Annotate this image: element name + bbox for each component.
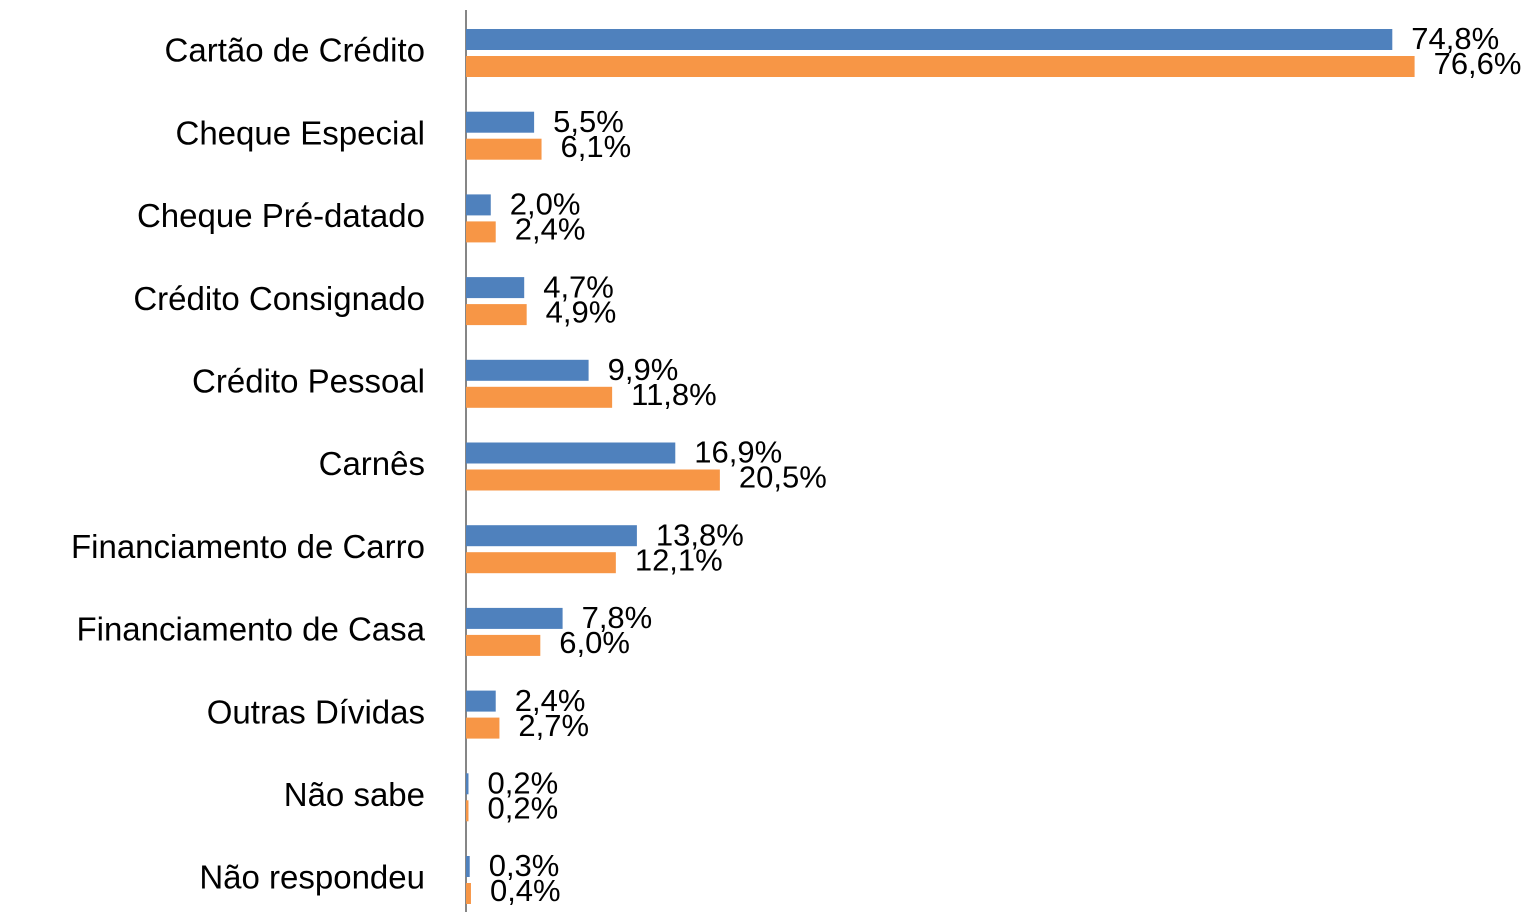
- value-label: 0,2%: [487, 765, 558, 800]
- value-label: 2,0%: [510, 187, 581, 222]
- value-label: 20,5%: [739, 460, 827, 495]
- value-label: 0,3%: [489, 848, 560, 883]
- value-label: 74,8%: [1411, 21, 1499, 56]
- bar: [466, 552, 616, 574]
- value-label: 2,4%: [515, 683, 586, 718]
- bar: [466, 717, 500, 739]
- value-label: 4,7%: [543, 269, 614, 304]
- category-label: Outras Dívidas: [207, 693, 425, 730]
- value-label: 6,1%: [561, 129, 632, 164]
- bar: [466, 111, 535, 133]
- bar: [466, 56, 1415, 77]
- bar: [466, 773, 469, 795]
- value-label: 76,6%: [1434, 46, 1522, 81]
- bar: [466, 194, 491, 216]
- bar: [466, 469, 720, 491]
- bar: [466, 634, 541, 656]
- bar: [466, 800, 469, 822]
- value-label: 5,5%: [553, 104, 624, 139]
- value-label: 4,9%: [546, 294, 617, 329]
- category-label: Não respondeu: [199, 859, 425, 896]
- bar: [466, 386, 613, 408]
- value-label: 6,0%: [559, 625, 630, 660]
- category-label: Cheque Especial: [176, 114, 426, 151]
- bar: [466, 883, 471, 904]
- value-label: 0,4%: [490, 873, 561, 908]
- category-label: Não sabe: [284, 776, 425, 813]
- bar: [466, 359, 589, 381]
- category-label: Financiamento de Casa: [76, 611, 425, 648]
- bar: [466, 607, 563, 629]
- value-label: 13,8%: [656, 517, 744, 552]
- value-label: 11,8%: [631, 377, 717, 412]
- value-label: 2,4%: [515, 212, 586, 247]
- category-label: Crédito Consignado: [133, 280, 425, 317]
- category-label: Cheque Pré-datado: [137, 197, 425, 234]
- value-label: 12,1%: [635, 542, 723, 577]
- bar: [466, 29, 1393, 50]
- value-label: 0,2%: [487, 790, 558, 825]
- category-label: Cartão de Crédito: [165, 32, 425, 69]
- bar: [466, 525, 637, 547]
- value-label: 16,9%: [694, 435, 782, 470]
- value-label: 9,9%: [608, 352, 679, 387]
- category-label: Financiamento de Carro: [71, 528, 425, 565]
- bar: [466, 442, 676, 464]
- bar: [466, 277, 525, 299]
- bar: [466, 690, 496, 712]
- bar: [466, 221, 496, 243]
- bar: [466, 856, 470, 877]
- bar: [466, 304, 527, 326]
- bar: [466, 138, 542, 160]
- value-label: 2,7%: [518, 708, 589, 743]
- category-label: Carnês: [319, 445, 425, 482]
- value-label: 7,8%: [582, 600, 653, 635]
- category-label: Crédito Pessoal: [192, 363, 425, 400]
